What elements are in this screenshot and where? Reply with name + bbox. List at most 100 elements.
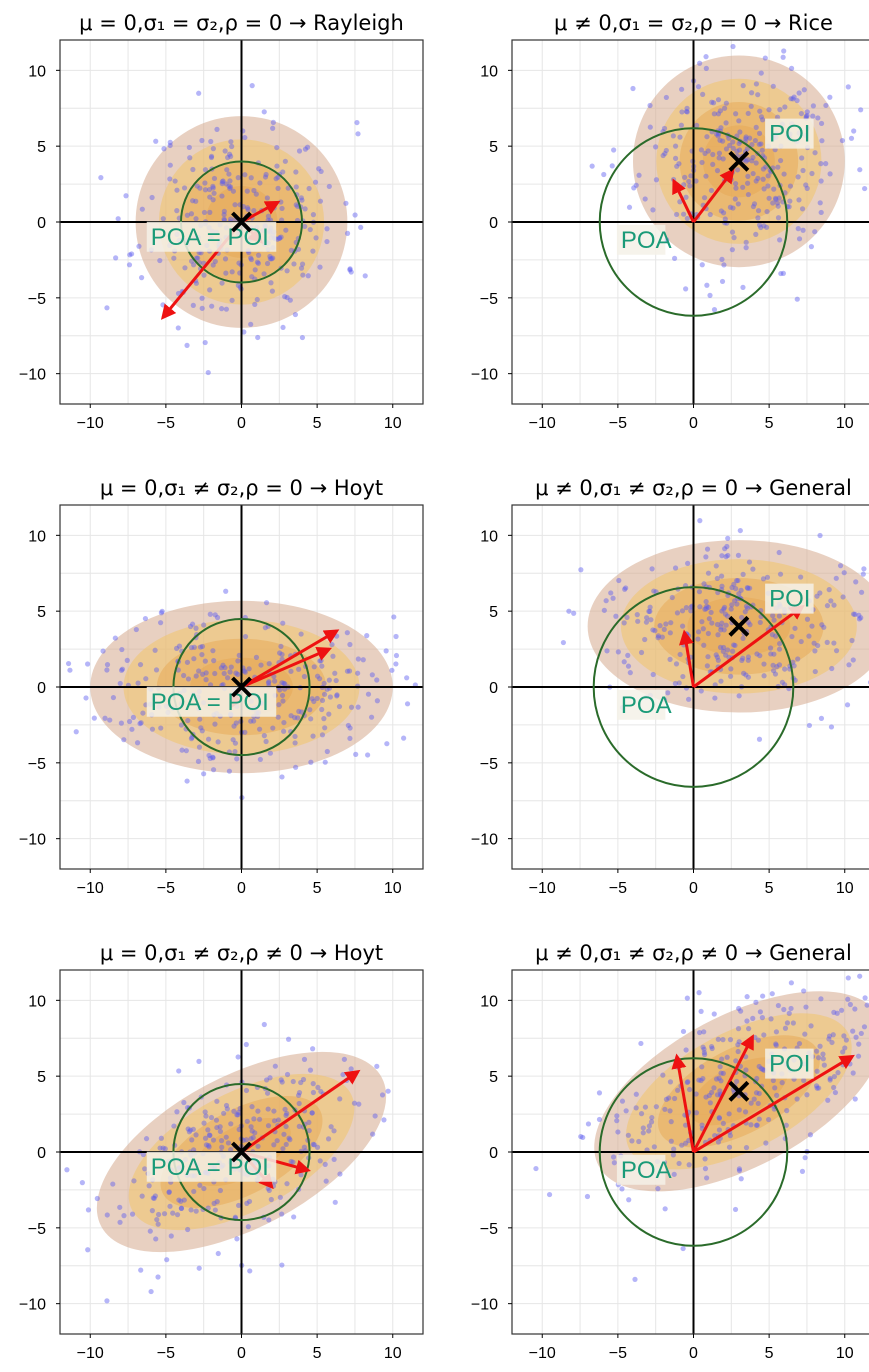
data-point <box>603 598 609 604</box>
data-point <box>270 125 276 131</box>
data-point <box>164 1257 170 1263</box>
data-point <box>702 1166 709 1172</box>
data-point <box>708 187 715 194</box>
data-point <box>746 559 753 565</box>
data-point <box>802 1155 808 1161</box>
data-point <box>679 109 685 115</box>
data-point <box>295 1092 302 1098</box>
data-point <box>157 257 163 264</box>
data-point <box>719 553 725 559</box>
data-point <box>722 546 728 552</box>
data-point <box>205 1127 211 1133</box>
data-point <box>324 226 330 232</box>
data-point <box>272 1063 278 1069</box>
data-point <box>261 271 267 277</box>
data-point <box>718 125 724 131</box>
data-point <box>279 205 285 212</box>
data-point <box>629 1138 635 1144</box>
data-point <box>184 778 190 784</box>
data-point <box>270 255 276 261</box>
label-text: POA = POI <box>151 689 269 716</box>
data-point <box>609 163 615 169</box>
data-point <box>98 175 104 181</box>
data-point <box>104 1298 110 1304</box>
data-point <box>232 1214 238 1220</box>
data-point <box>653 144 659 150</box>
data-point <box>184 212 190 218</box>
data-point <box>621 620 627 626</box>
data-point <box>861 566 867 572</box>
data-point <box>214 614 221 621</box>
data-point <box>331 1156 337 1163</box>
data-point <box>704 546 711 552</box>
data-point <box>757 108 763 114</box>
data-point <box>226 183 232 189</box>
data-point <box>223 306 229 312</box>
data-point <box>354 119 360 126</box>
data-point <box>190 166 196 173</box>
data-point <box>332 1199 338 1205</box>
data-point <box>282 1106 288 1112</box>
data-point <box>662 1106 668 1112</box>
data-point <box>840 594 846 600</box>
data-point <box>211 175 218 182</box>
data-point <box>235 282 241 288</box>
data-point <box>702 1156 708 1162</box>
data-point <box>198 725 204 731</box>
data-point <box>194 183 200 189</box>
data-point <box>274 1138 280 1144</box>
data-point <box>193 255 200 261</box>
data-point <box>332 670 338 676</box>
x-tick-label: −10 <box>77 1345 104 1362</box>
data-point <box>638 649 645 656</box>
y-tick-label: 10 <box>480 528 498 545</box>
data-point <box>709 99 715 105</box>
data-point <box>272 678 278 684</box>
data-point <box>775 1002 781 1009</box>
data-point <box>283 1141 289 1148</box>
data-point <box>369 672 375 678</box>
data-point <box>291 261 297 267</box>
data-point <box>780 54 786 60</box>
shot-arrow <box>692 1054 855 1154</box>
data-point <box>622 586 628 592</box>
data-point <box>185 1126 191 1132</box>
data-point <box>282 294 288 300</box>
poi-marker <box>728 1080 750 1102</box>
data-point <box>776 662 783 668</box>
data-point <box>778 270 784 277</box>
data-point <box>347 735 353 742</box>
data-point <box>85 1247 91 1253</box>
x-tick-label: −10 <box>529 880 556 897</box>
data-point <box>782 104 788 110</box>
data-point <box>695 84 702 90</box>
data-point <box>614 1113 620 1119</box>
data-point <box>772 633 779 639</box>
data-point <box>282 681 288 687</box>
data-point <box>161 146 167 152</box>
data-point <box>279 680 285 686</box>
data-point <box>83 695 89 701</box>
data-point <box>709 1045 715 1052</box>
data-point <box>757 619 763 626</box>
data-point <box>770 668 777 674</box>
data-point <box>263 171 269 178</box>
data-point <box>188 644 195 651</box>
data-point <box>839 1007 845 1013</box>
data-point <box>742 1109 749 1115</box>
data-point <box>167 162 173 168</box>
data-point <box>795 174 801 180</box>
data-point <box>228 664 234 670</box>
y-tick-label: 10 <box>480 993 498 1010</box>
data-point <box>665 690 671 696</box>
label-background <box>616 1154 666 1185</box>
data-point <box>775 215 782 221</box>
data-point <box>733 185 739 191</box>
data-point <box>222 665 228 671</box>
data-point <box>747 135 753 141</box>
data-point <box>856 612 862 618</box>
data-point <box>236 260 242 266</box>
data-point <box>255 1143 261 1149</box>
data-point <box>293 184 299 190</box>
data-point <box>640 1130 646 1136</box>
